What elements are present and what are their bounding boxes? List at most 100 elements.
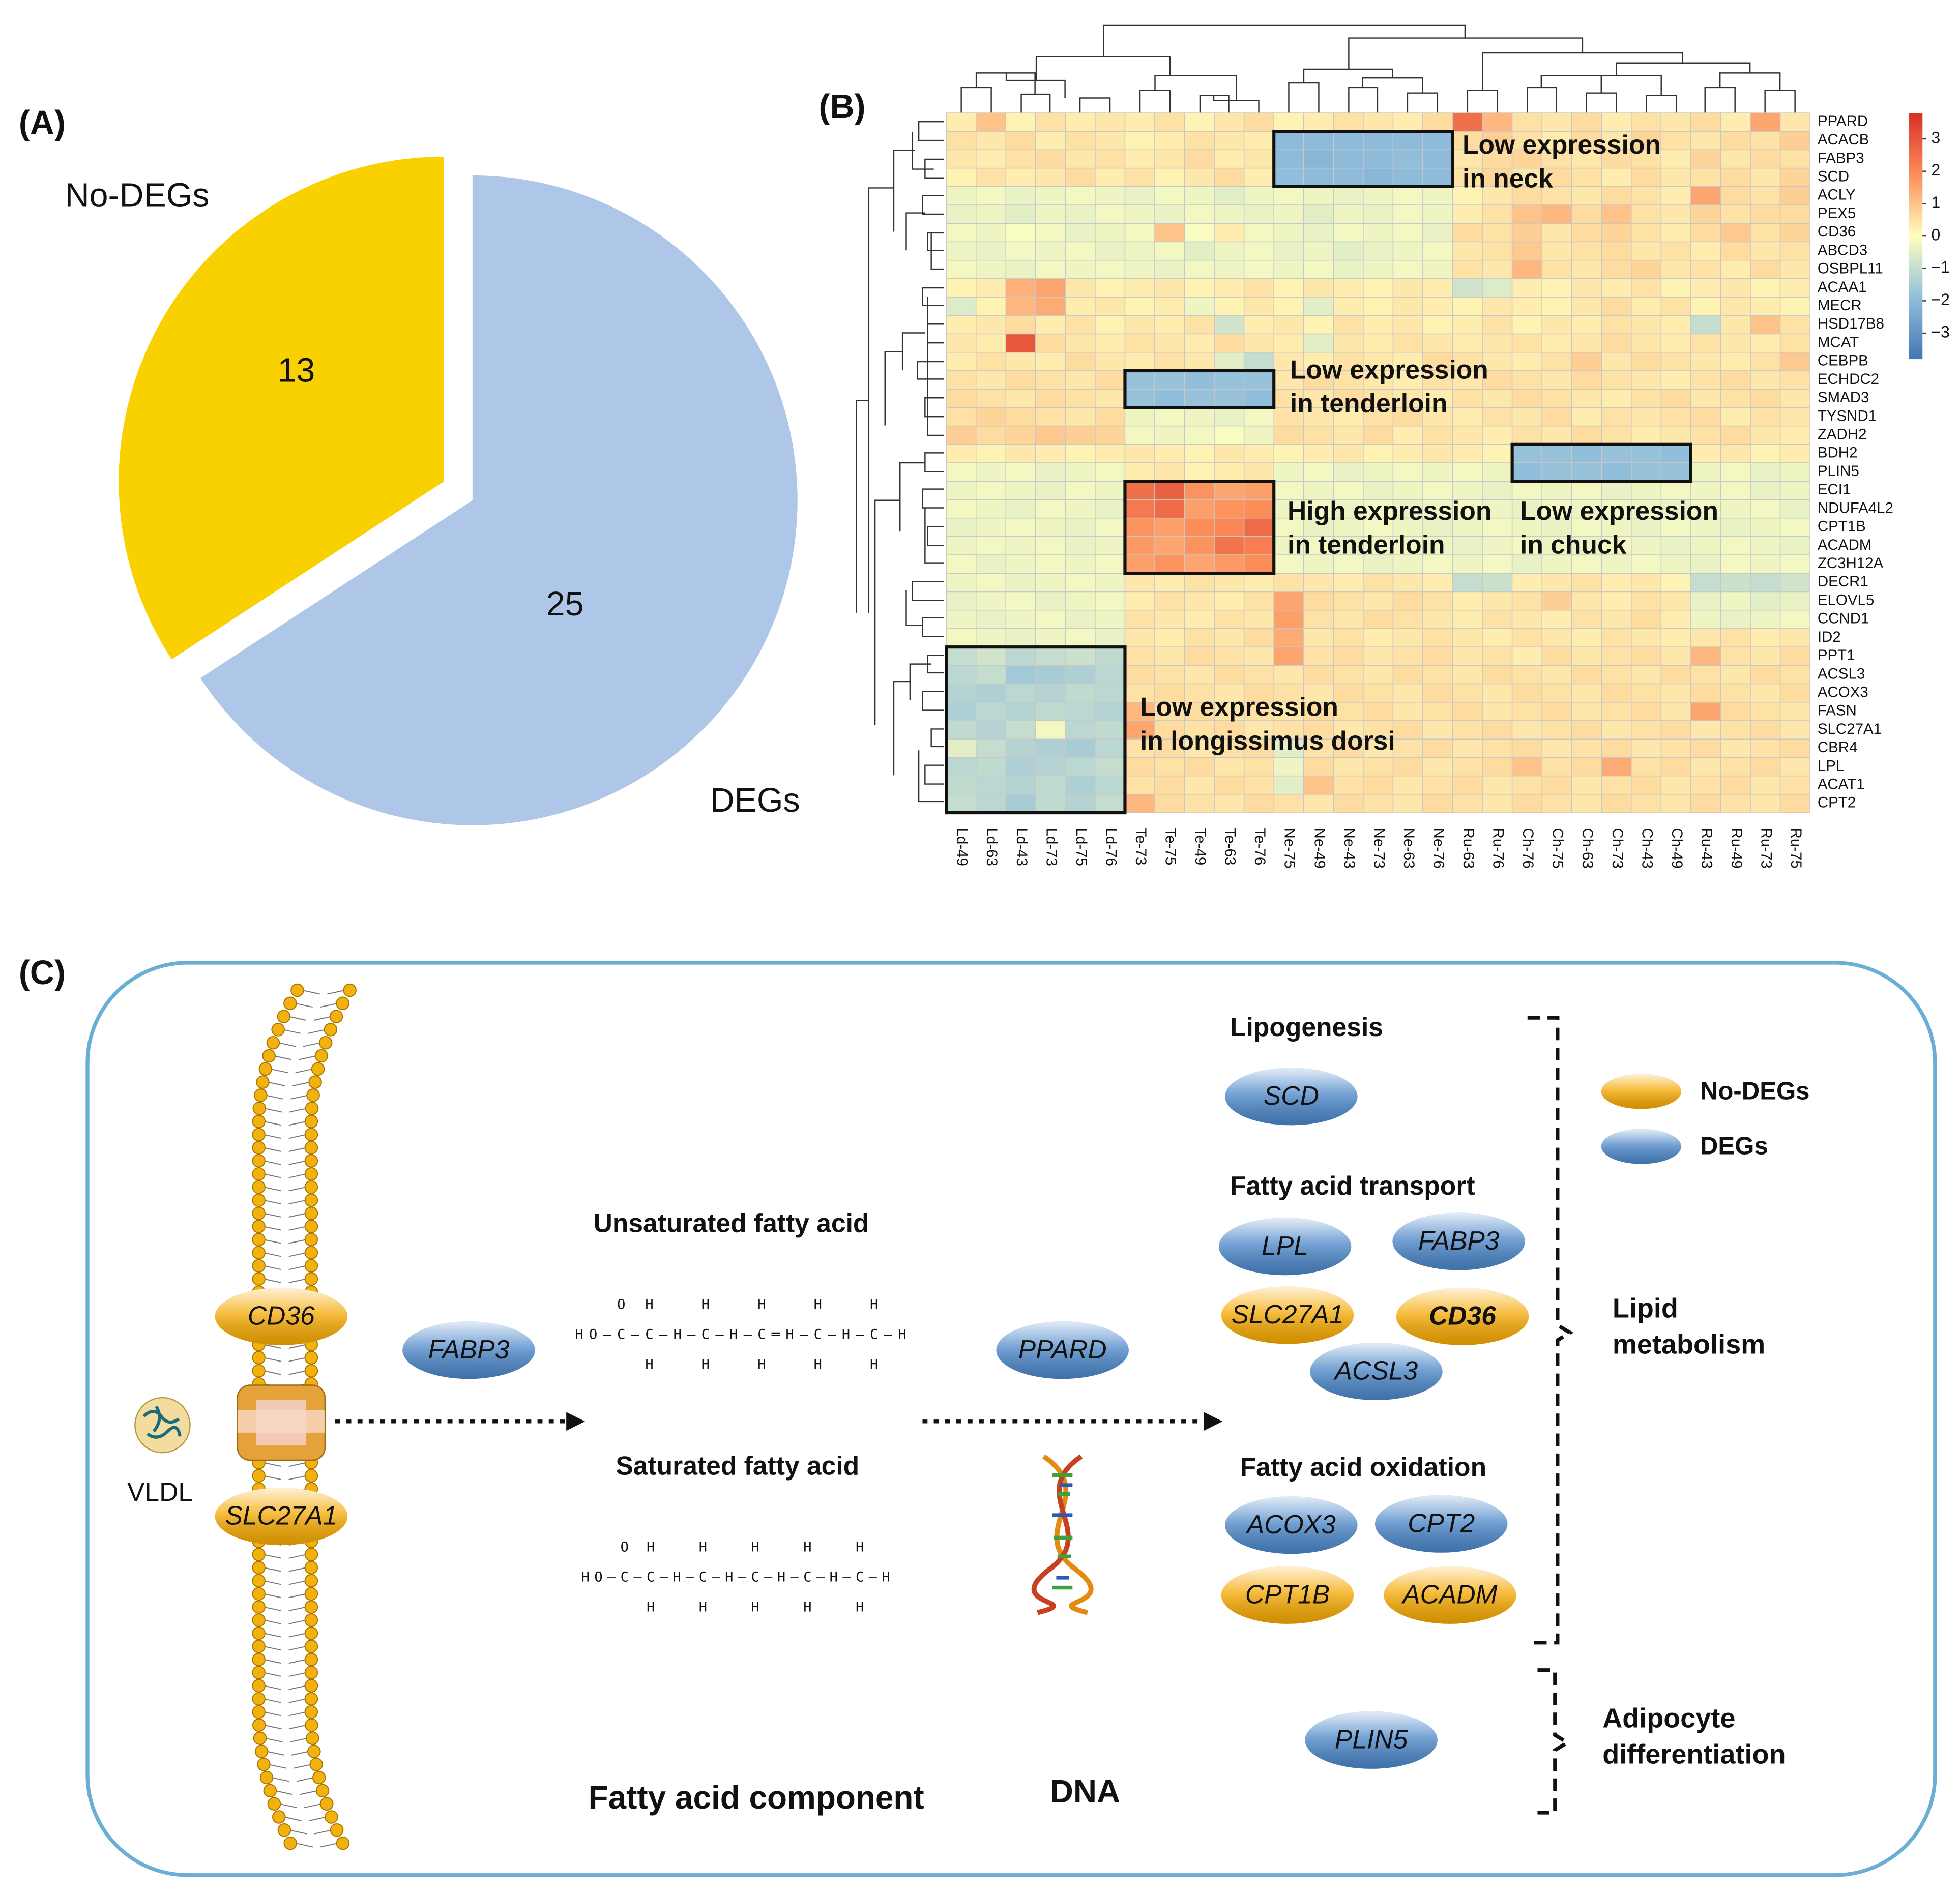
heatmap-cell bbox=[1035, 738, 1066, 758]
lipid-tail bbox=[264, 1226, 282, 1231]
heatmap-cell bbox=[1243, 794, 1274, 813]
heatmap-cell bbox=[1482, 241, 1513, 261]
heatmap-cell bbox=[1273, 628, 1304, 647]
heatmap-cell bbox=[1333, 259, 1364, 279]
heatmap-cell bbox=[1154, 167, 1185, 187]
heatmap-cell bbox=[946, 499, 977, 519]
heatmap-cell bbox=[1779, 425, 1810, 445]
lipid-tail bbox=[264, 1108, 282, 1113]
heatmap-cell bbox=[975, 149, 1006, 169]
lipid-head bbox=[319, 1797, 334, 1811]
heatmap-cell bbox=[1392, 591, 1423, 611]
lipid-head bbox=[304, 1666, 318, 1679]
heatmap-cell bbox=[1124, 738, 1155, 758]
lipid-tail bbox=[302, 990, 320, 995]
heatmap-cell bbox=[1482, 628, 1513, 647]
lipid-tail bbox=[274, 1055, 292, 1060]
heatmap-cell bbox=[1184, 462, 1215, 482]
heatmap-cell bbox=[1124, 407, 1155, 427]
value-label: 13 bbox=[277, 352, 315, 390]
lipid-tail bbox=[264, 1160, 282, 1165]
lipid-tail bbox=[288, 1619, 307, 1624]
lipid-head bbox=[304, 1259, 318, 1273]
lipid-head bbox=[252, 1114, 266, 1129]
heatmap-cell bbox=[1333, 149, 1364, 169]
heatmap-cell bbox=[1779, 112, 1810, 132]
heatmap-cell bbox=[1273, 167, 1304, 187]
lipid-head bbox=[304, 1154, 318, 1168]
lipid-tail bbox=[264, 1711, 282, 1717]
row-label: FASN bbox=[1818, 702, 1857, 719]
column-label: Ne-63 bbox=[1400, 828, 1417, 869]
heatmap-cell bbox=[1452, 389, 1483, 408]
heatmap-cell bbox=[975, 204, 1006, 224]
heatmap-cell bbox=[1690, 407, 1721, 427]
lipid-tail bbox=[308, 1029, 326, 1034]
heatmap-cell bbox=[975, 646, 1006, 666]
heatmap-cell bbox=[1243, 775, 1274, 795]
heatmap-cell bbox=[1243, 591, 1274, 611]
heatmap-cell bbox=[1124, 591, 1155, 611]
heatmap-cell bbox=[1243, 481, 1274, 500]
heatmap-cell bbox=[1065, 241, 1096, 261]
heatmap-cell bbox=[1095, 775, 1126, 795]
heatmap-cell bbox=[1571, 186, 1602, 205]
heatmap-cell bbox=[1482, 259, 1513, 279]
heatmap-cell bbox=[1243, 389, 1274, 408]
heatmap-cell bbox=[946, 738, 977, 758]
heatmap-cell bbox=[1303, 665, 1334, 685]
heatmap-cell bbox=[1660, 573, 1691, 593]
heatmap-cell bbox=[1690, 775, 1721, 795]
heatmap-cell bbox=[1511, 462, 1542, 482]
column-label: Ru-49 bbox=[1728, 828, 1745, 869]
column-label: Te-76 bbox=[1251, 828, 1268, 866]
heatmap-cell bbox=[1690, 370, 1721, 390]
heatmap-cell bbox=[1660, 536, 1691, 555]
gene-node-shine bbox=[1384, 1566, 1516, 1624]
row-label: LPL bbox=[1818, 757, 1844, 774]
heatmap-cell bbox=[1422, 554, 1453, 574]
heatmap-cell bbox=[1124, 462, 1155, 482]
lipid-tail bbox=[320, 1843, 338, 1848]
heatmap-cell bbox=[1095, 794, 1126, 813]
heatmap-cell bbox=[1273, 665, 1304, 685]
heatmap-cell bbox=[1124, 536, 1155, 555]
heatmap-cell bbox=[1541, 204, 1572, 224]
heatmap-cell bbox=[1660, 389, 1691, 408]
heatmap-cell bbox=[1690, 204, 1721, 224]
heatmap-cell bbox=[1392, 757, 1423, 777]
heatmap-cell bbox=[1750, 112, 1781, 132]
heatmap-cell bbox=[946, 462, 977, 482]
heatmap-cell bbox=[1750, 352, 1781, 371]
heatmap-cell bbox=[1214, 665, 1245, 685]
heatmap-cell bbox=[1273, 186, 1304, 205]
heatmap-cell bbox=[1452, 278, 1483, 298]
heatmap-cell bbox=[1154, 702, 1185, 721]
heatmap-cell bbox=[1124, 665, 1155, 685]
heatmap-cell bbox=[1363, 259, 1394, 279]
heatmap-cell bbox=[1124, 149, 1155, 169]
heatmap-cell bbox=[1333, 241, 1364, 261]
heatmap-cell bbox=[1154, 333, 1185, 353]
heatmap-cell bbox=[1065, 591, 1096, 611]
heatmap-cell bbox=[1750, 241, 1781, 261]
heatmap-cell bbox=[1392, 167, 1423, 187]
heatmap-cell bbox=[1392, 628, 1423, 647]
heatmap-cell bbox=[1214, 794, 1245, 813]
lipid-head bbox=[304, 1548, 318, 1561]
heatmap-cell bbox=[1184, 628, 1215, 647]
heatmap-cell bbox=[1273, 646, 1304, 666]
heatmap-cell bbox=[1392, 223, 1423, 243]
annotation-box bbox=[1123, 369, 1276, 409]
heatmap-cell bbox=[1214, 315, 1245, 335]
heatmap-cell bbox=[1750, 591, 1781, 611]
heatmap-cell bbox=[1750, 738, 1781, 758]
lipid-tail bbox=[264, 1134, 282, 1139]
lipid-head bbox=[252, 1259, 266, 1273]
lipid-head bbox=[252, 1193, 266, 1207]
heatmap-cell bbox=[1601, 665, 1632, 685]
heatmap-cell bbox=[1124, 517, 1155, 537]
heatmap-cell bbox=[1779, 554, 1810, 574]
row-label: BDH2 bbox=[1818, 445, 1858, 461]
heatmap-cell bbox=[1273, 223, 1304, 243]
